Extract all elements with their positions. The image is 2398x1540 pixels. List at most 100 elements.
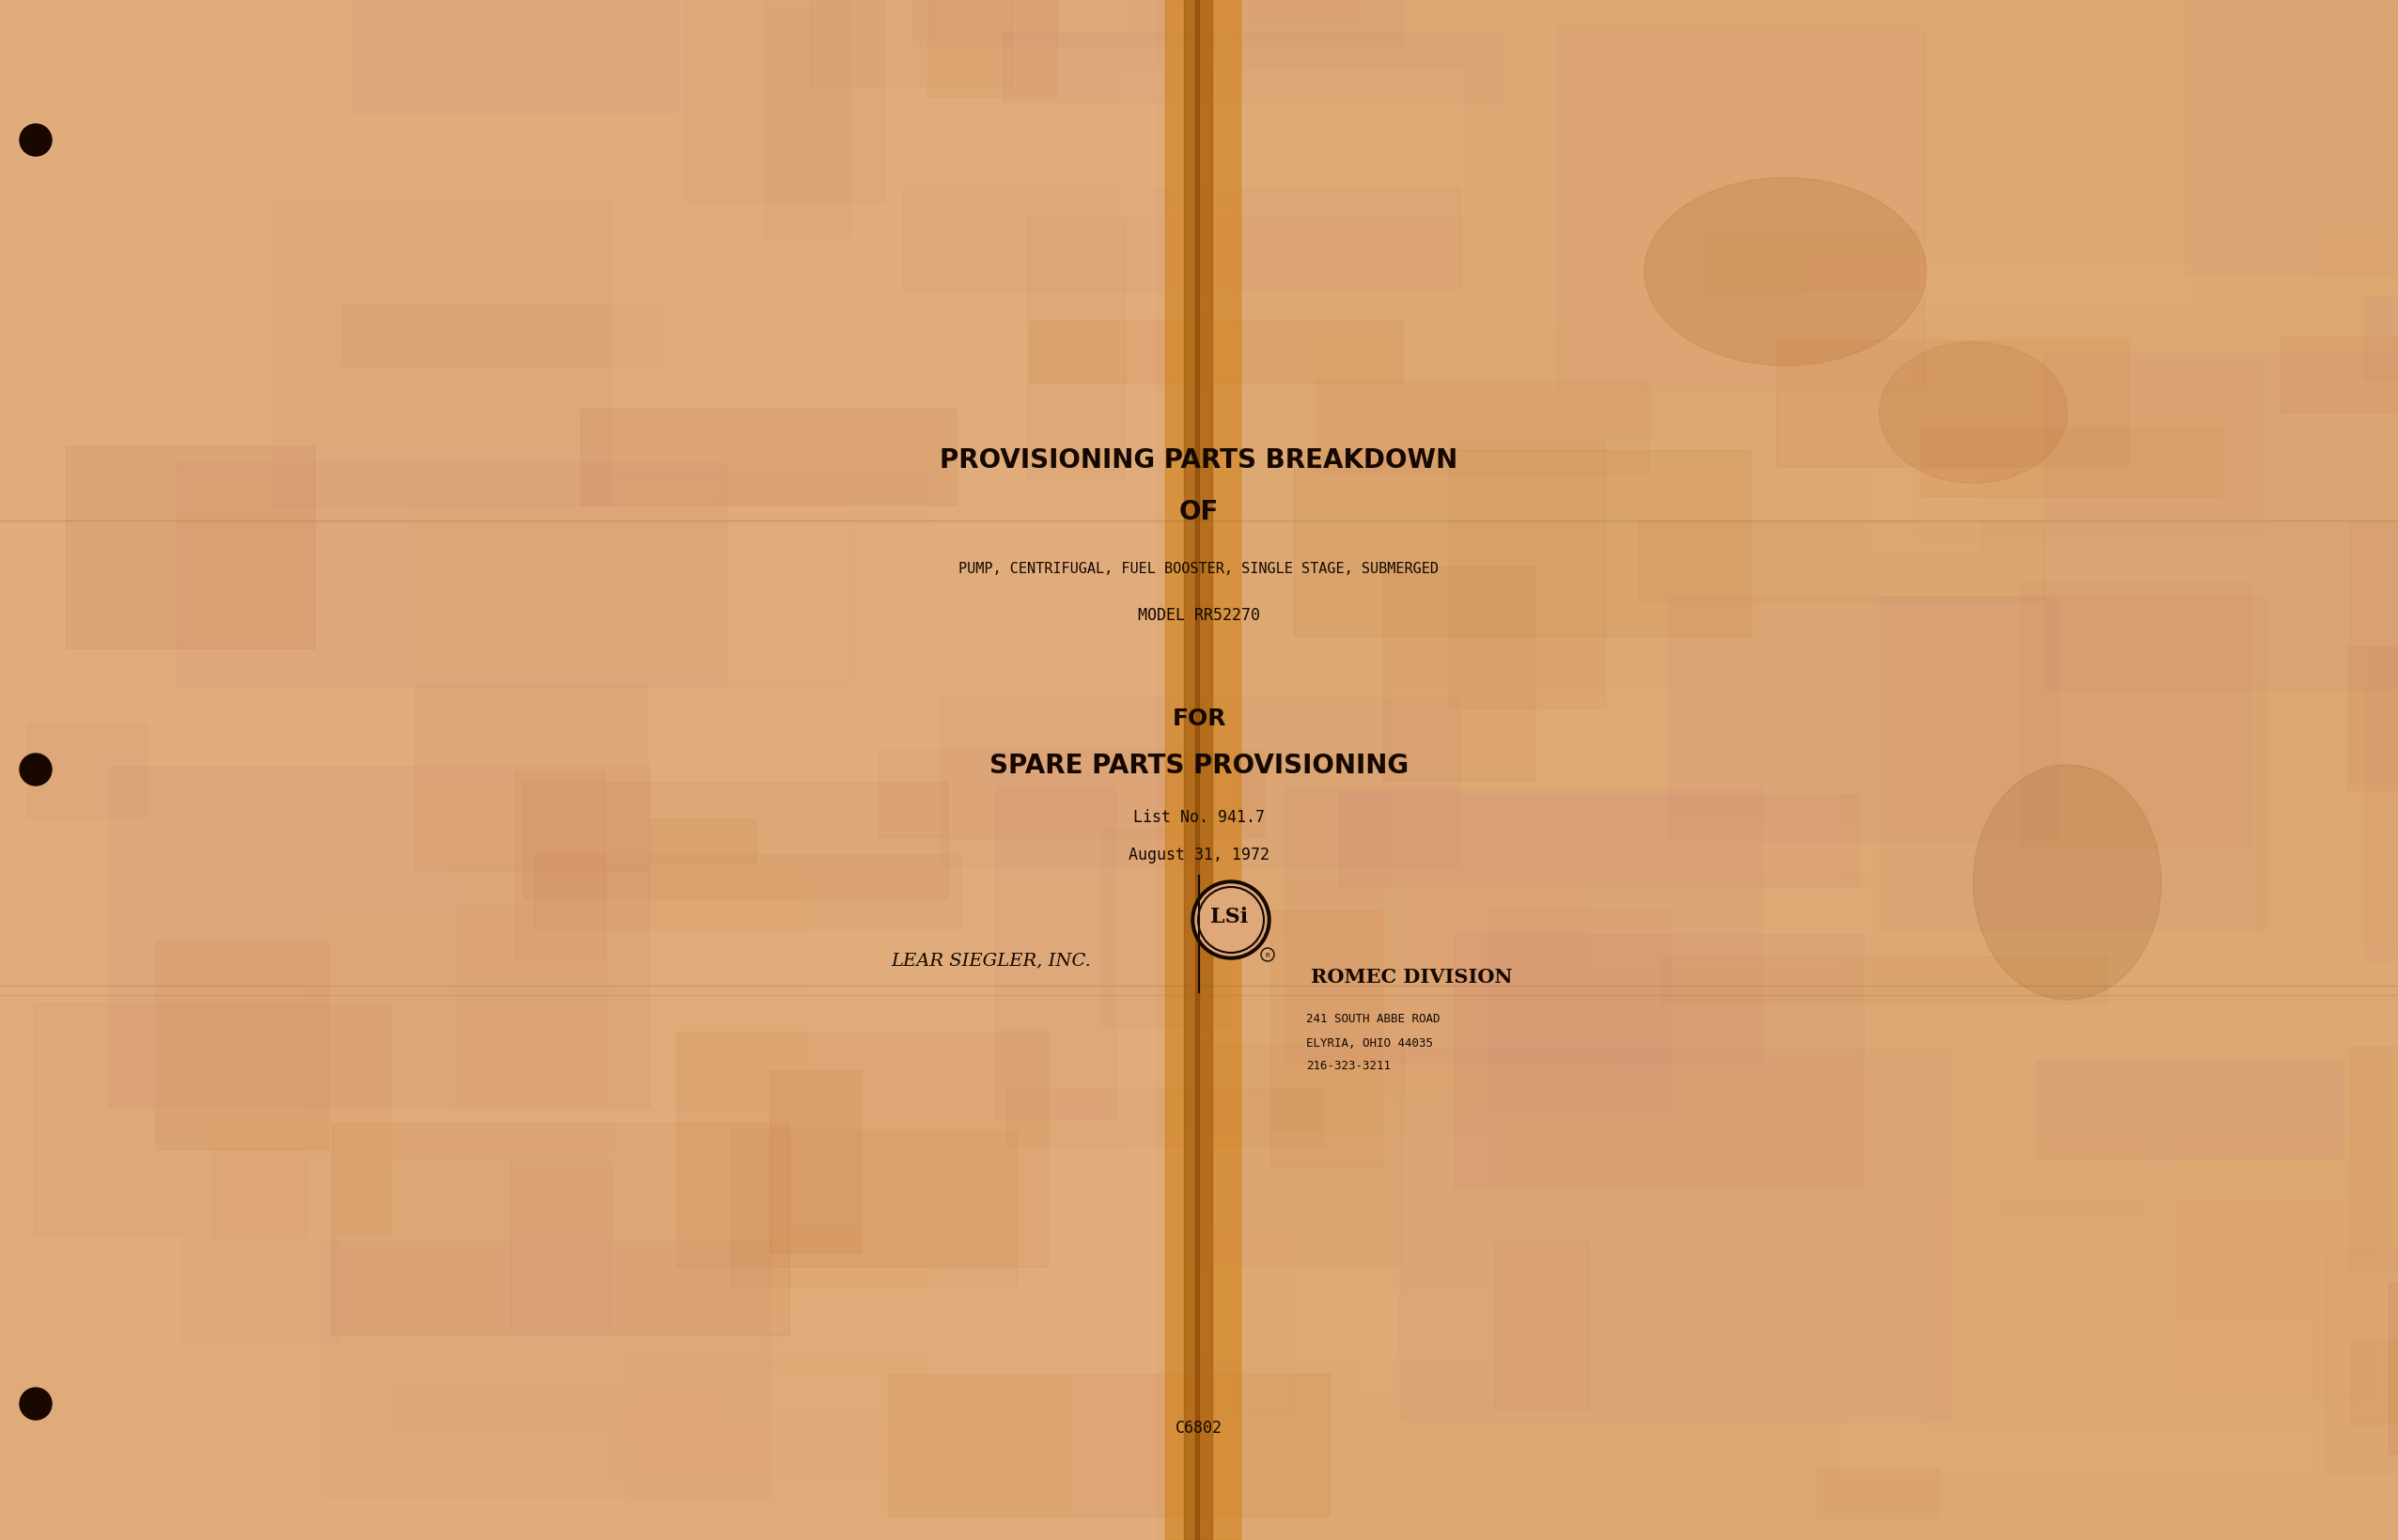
Bar	[686, 0, 885, 202]
Circle shape	[1194, 884, 1266, 956]
Bar	[353, 0, 679, 112]
Bar	[1803, 262, 2192, 320]
Bar	[1026, 219, 1125, 480]
Bar	[1914, 306, 2266, 539]
Bar	[1575, 819, 1940, 869]
Bar	[386, 0, 782, 108]
Bar	[307, 906, 611, 1155]
Bar	[156, 941, 329, 1149]
Bar	[580, 410, 957, 505]
Text: SPARE PARTS PROVISIONING: SPARE PARTS PROVISIONING	[990, 752, 1408, 778]
Bar	[1556, 28, 1926, 391]
Bar	[1870, 474, 1978, 551]
Bar	[1995, 1130, 2144, 1214]
Bar	[2038, 1061, 2343, 1160]
Bar	[1127, 0, 1360, 26]
Bar	[1400, 1049, 1952, 1420]
Bar	[1494, 1241, 1590, 1409]
Bar	[1705, 233, 1918, 293]
Text: 216-323-3211: 216-323-3211	[1307, 1060, 1391, 1072]
Bar	[763, 1229, 928, 1371]
Bar	[453, 867, 803, 1110]
Text: PROVISIONING PARTS BREAKDOWN: PROVISIONING PARTS BREAKDOWN	[940, 447, 1458, 473]
Bar	[1777, 342, 2129, 467]
Bar	[273, 203, 611, 505]
Bar	[535, 856, 962, 929]
Circle shape	[1192, 881, 1271, 959]
Bar	[516, 770, 604, 959]
Bar	[887, 1374, 1328, 1517]
Bar	[1362, 1294, 1583, 1395]
Bar	[1393, 691, 1839, 967]
Bar	[1185, 1046, 1405, 1264]
Bar	[34, 1003, 388, 1234]
Bar	[765, 3, 849, 239]
Bar	[1120, 68, 1463, 216]
Bar	[1818, 1469, 1938, 1518]
Bar	[26, 724, 149, 818]
Bar	[1338, 795, 1858, 887]
Bar	[2388, 1283, 2398, 1454]
Bar	[1285, 788, 1763, 1063]
Bar	[1448, 440, 1604, 708]
Bar	[1240, 0, 2398, 1540]
Bar	[1317, 382, 1647, 474]
Bar	[0, 0, 1156, 1540]
Bar	[1384, 568, 1535, 781]
Bar	[2364, 297, 2398, 380]
Ellipse shape	[1645, 179, 1926, 367]
Bar	[1194, 0, 1199, 1540]
Bar	[902, 188, 1460, 291]
Bar	[1880, 598, 2266, 929]
Bar	[2348, 647, 2398, 790]
Circle shape	[19, 755, 53, 785]
Bar	[731, 1130, 1017, 1286]
Bar	[1165, 0, 1240, 1540]
Bar	[1487, 909, 1669, 1113]
Bar	[1590, 889, 1868, 1060]
Text: LEAR SIEGLER, INC.: LEAR SIEGLER, INC.	[892, 952, 1091, 969]
Bar	[878, 752, 1264, 838]
Bar	[1271, 912, 1381, 1167]
Text: C6802: C6802	[1175, 1418, 1223, 1435]
Text: ROMEC DIVISION: ROMEC DIVISION	[1312, 967, 1513, 986]
Circle shape	[19, 1388, 53, 1420]
Text: OF: OF	[1180, 499, 1218, 525]
Bar	[1192, 878, 1384, 939]
Bar	[74, 399, 276, 561]
Bar	[1662, 956, 2105, 1004]
Bar	[2257, 687, 2398, 946]
Bar	[1302, 1053, 1609, 1098]
Bar	[890, 328, 1228, 510]
Bar	[1844, 1321, 2312, 1472]
Bar	[343, 305, 662, 367]
Bar	[914, 0, 1403, 46]
Text: 241 SOUTH ABBE ROAD: 241 SOUTH ABBE ROAD	[1307, 1013, 1441, 1026]
Bar	[1182, 1227, 1293, 1412]
Bar	[182, 1237, 336, 1341]
Bar	[2367, 648, 2398, 964]
Bar	[940, 699, 1460, 867]
Bar	[928, 0, 1058, 97]
Bar	[17, 1369, 300, 1505]
Bar	[2350, 522, 2398, 781]
Bar	[2350, 1046, 2398, 1270]
Bar	[523, 782, 947, 898]
Bar	[1185, 0, 1211, 1540]
Bar	[1007, 1087, 1324, 1146]
Text: R: R	[1266, 952, 1271, 958]
Bar	[1101, 830, 1233, 1026]
Bar	[1923, 1200, 2388, 1424]
Bar	[501, 407, 717, 507]
Bar	[511, 1161, 611, 1331]
Bar	[331, 1124, 789, 1335]
Bar	[2350, 1340, 2398, 1424]
Bar	[1669, 598, 2057, 839]
Text: LSi: LSi	[1211, 906, 1247, 927]
Bar	[1297, 388, 1463, 468]
Bar	[770, 1070, 861, 1252]
Bar	[2326, 1249, 2398, 1474]
Bar	[1029, 320, 1403, 383]
Bar	[727, 473, 930, 713]
Bar	[1132, 1132, 1489, 1355]
